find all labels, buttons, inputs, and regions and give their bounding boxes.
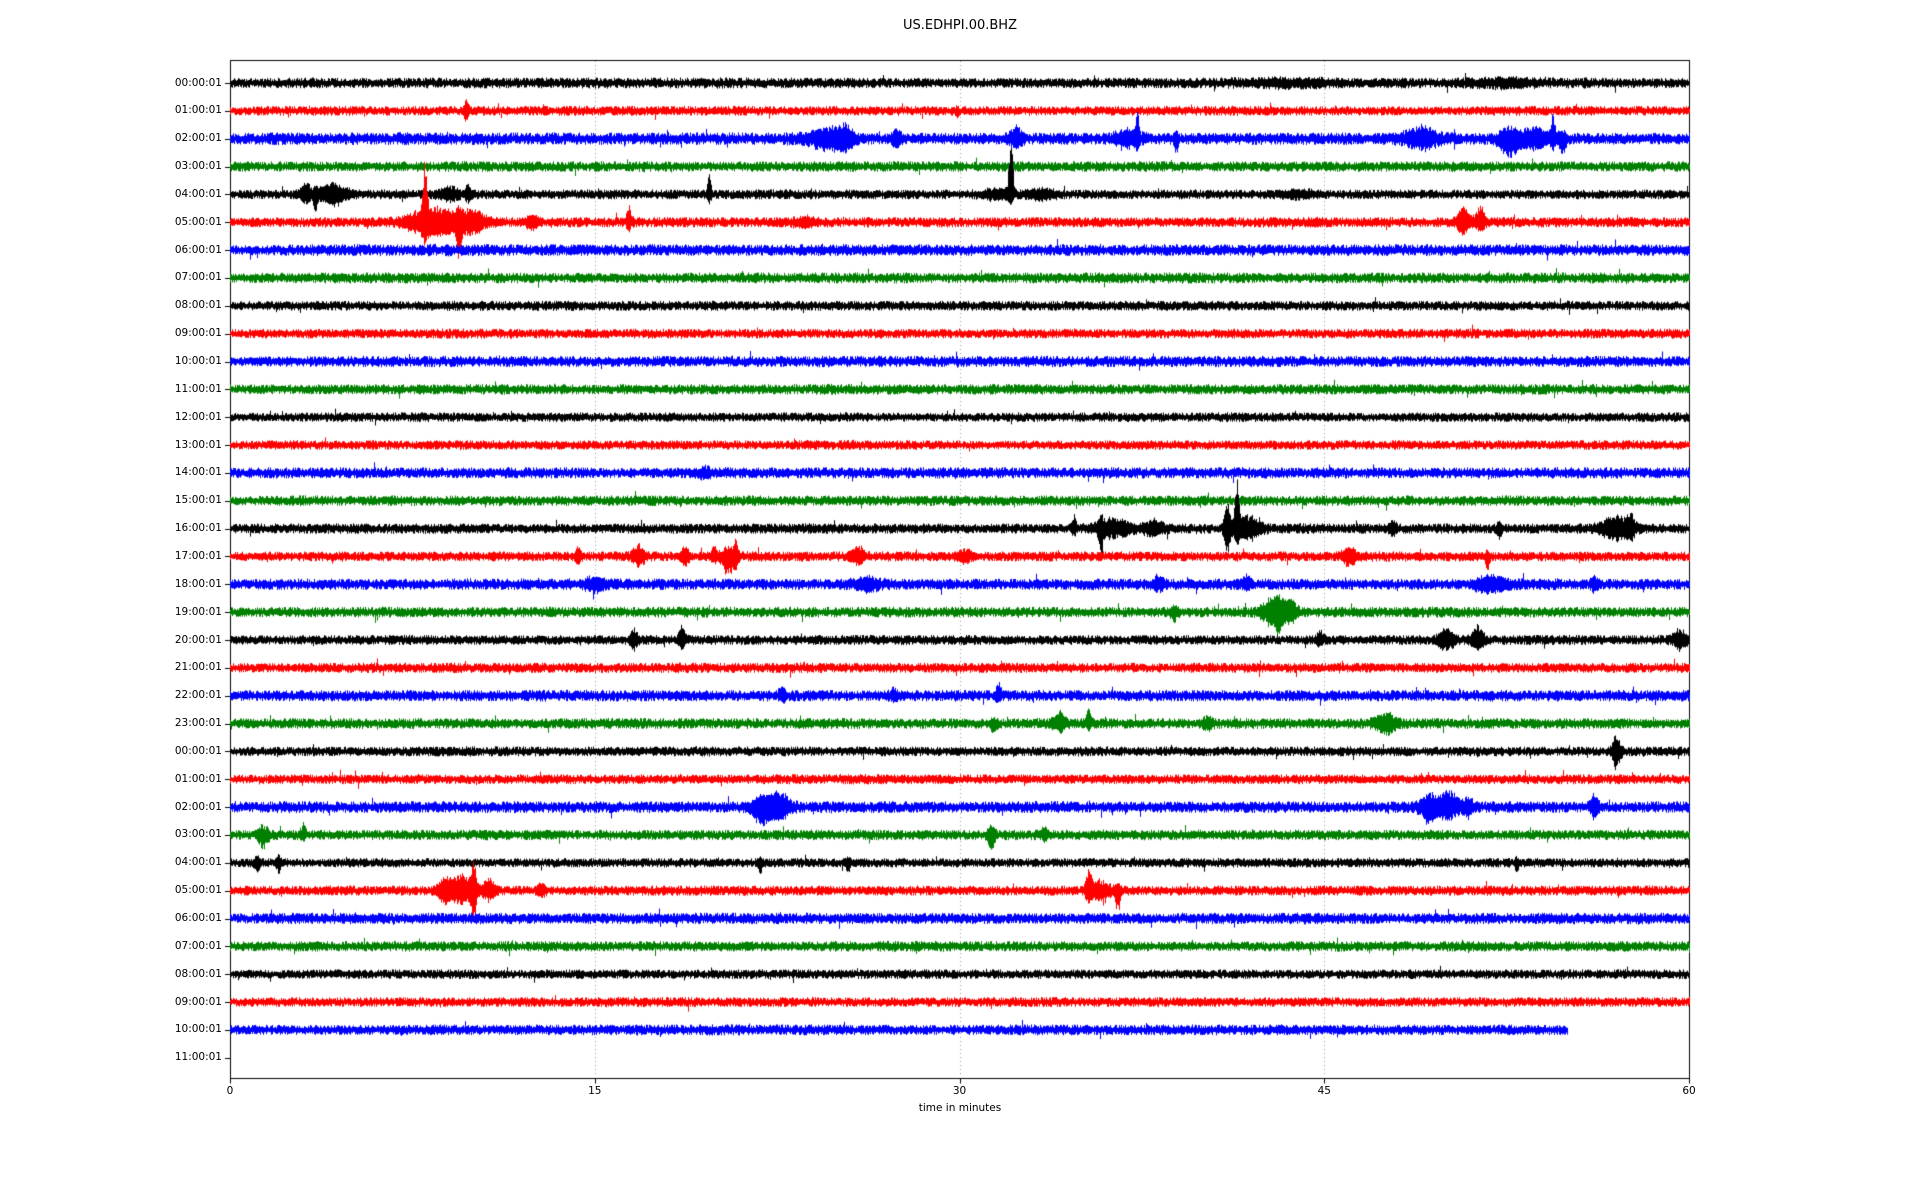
y-tick-label: 01:00:01	[174, 772, 222, 785]
y-tick-label: 19:00:01	[174, 605, 222, 618]
y-tick-label: 03:00:01	[174, 160, 222, 173]
y-tick-label: 10:00:01	[174, 355, 222, 367]
y-tick-label: 08:00:01	[174, 299, 222, 312]
y-tick-label: 11:00:01	[174, 1051, 222, 1064]
x-tick-label: 45	[1317, 1085, 1331, 1097]
y-tick-label: 13:00:01	[174, 438, 222, 451]
y-tick-label: 03:00:01	[174, 828, 222, 841]
y-tick-label: 05:00:01	[174, 215, 222, 228]
x-tick-label: 0	[226, 1085, 234, 1097]
y-tick-label: 16:00:01	[174, 522, 222, 535]
y-tick-label: 04:00:01	[174, 187, 222, 200]
y-tick-label: 08:00:01	[174, 967, 222, 980]
y-tick-label: 10:00:01	[174, 1023, 222, 1036]
y-tick-label: 23:00:01	[174, 717, 222, 730]
x-tick-label: 15	[588, 1085, 602, 1097]
y-tick-label: 00:00:01	[174, 744, 222, 757]
x-tick-label: 30	[952, 1085, 967, 1097]
y-tick-label: 18:00:01	[174, 577, 222, 590]
y-tick-label: 07:00:01	[174, 939, 222, 952]
x-axis-title: time in minutes	[918, 1102, 1002, 1114]
y-tick-label: 20:00:01	[174, 633, 222, 646]
y-tick-label: 12:00:01	[174, 410, 222, 423]
y-tick-label: 02:00:01	[174, 800, 222, 813]
y-tick-label: 06:00:01	[174, 912, 222, 924]
y-tick-label: 14:00:01	[174, 466, 222, 479]
y-tick-label: 06:00:01	[174, 243, 222, 256]
y-tick-label: 05:00:01	[174, 884, 222, 897]
y-tick-label: 07:00:01	[174, 271, 222, 284]
y-tick-label: 11:00:01	[174, 382, 222, 395]
y-tick-label: 09:00:01	[174, 327, 222, 340]
y-tick-label: 17:00:01	[174, 549, 222, 562]
y-tick-label: 09:00:01	[174, 995, 222, 1008]
y-tick-label: 21:00:01	[174, 661, 222, 674]
y-tick-label: 01:00:01	[174, 104, 222, 117]
y-tick-label: 15:00:01	[174, 494, 222, 507]
x-tick-label: 60	[1682, 1085, 1696, 1097]
y-tick-label: 22:00:01	[174, 689, 222, 702]
y-tick-label: 04:00:01	[174, 856, 222, 869]
y-tick-label: 00:00:01	[174, 76, 222, 89]
y-tick-label: 02:00:01	[174, 132, 222, 145]
